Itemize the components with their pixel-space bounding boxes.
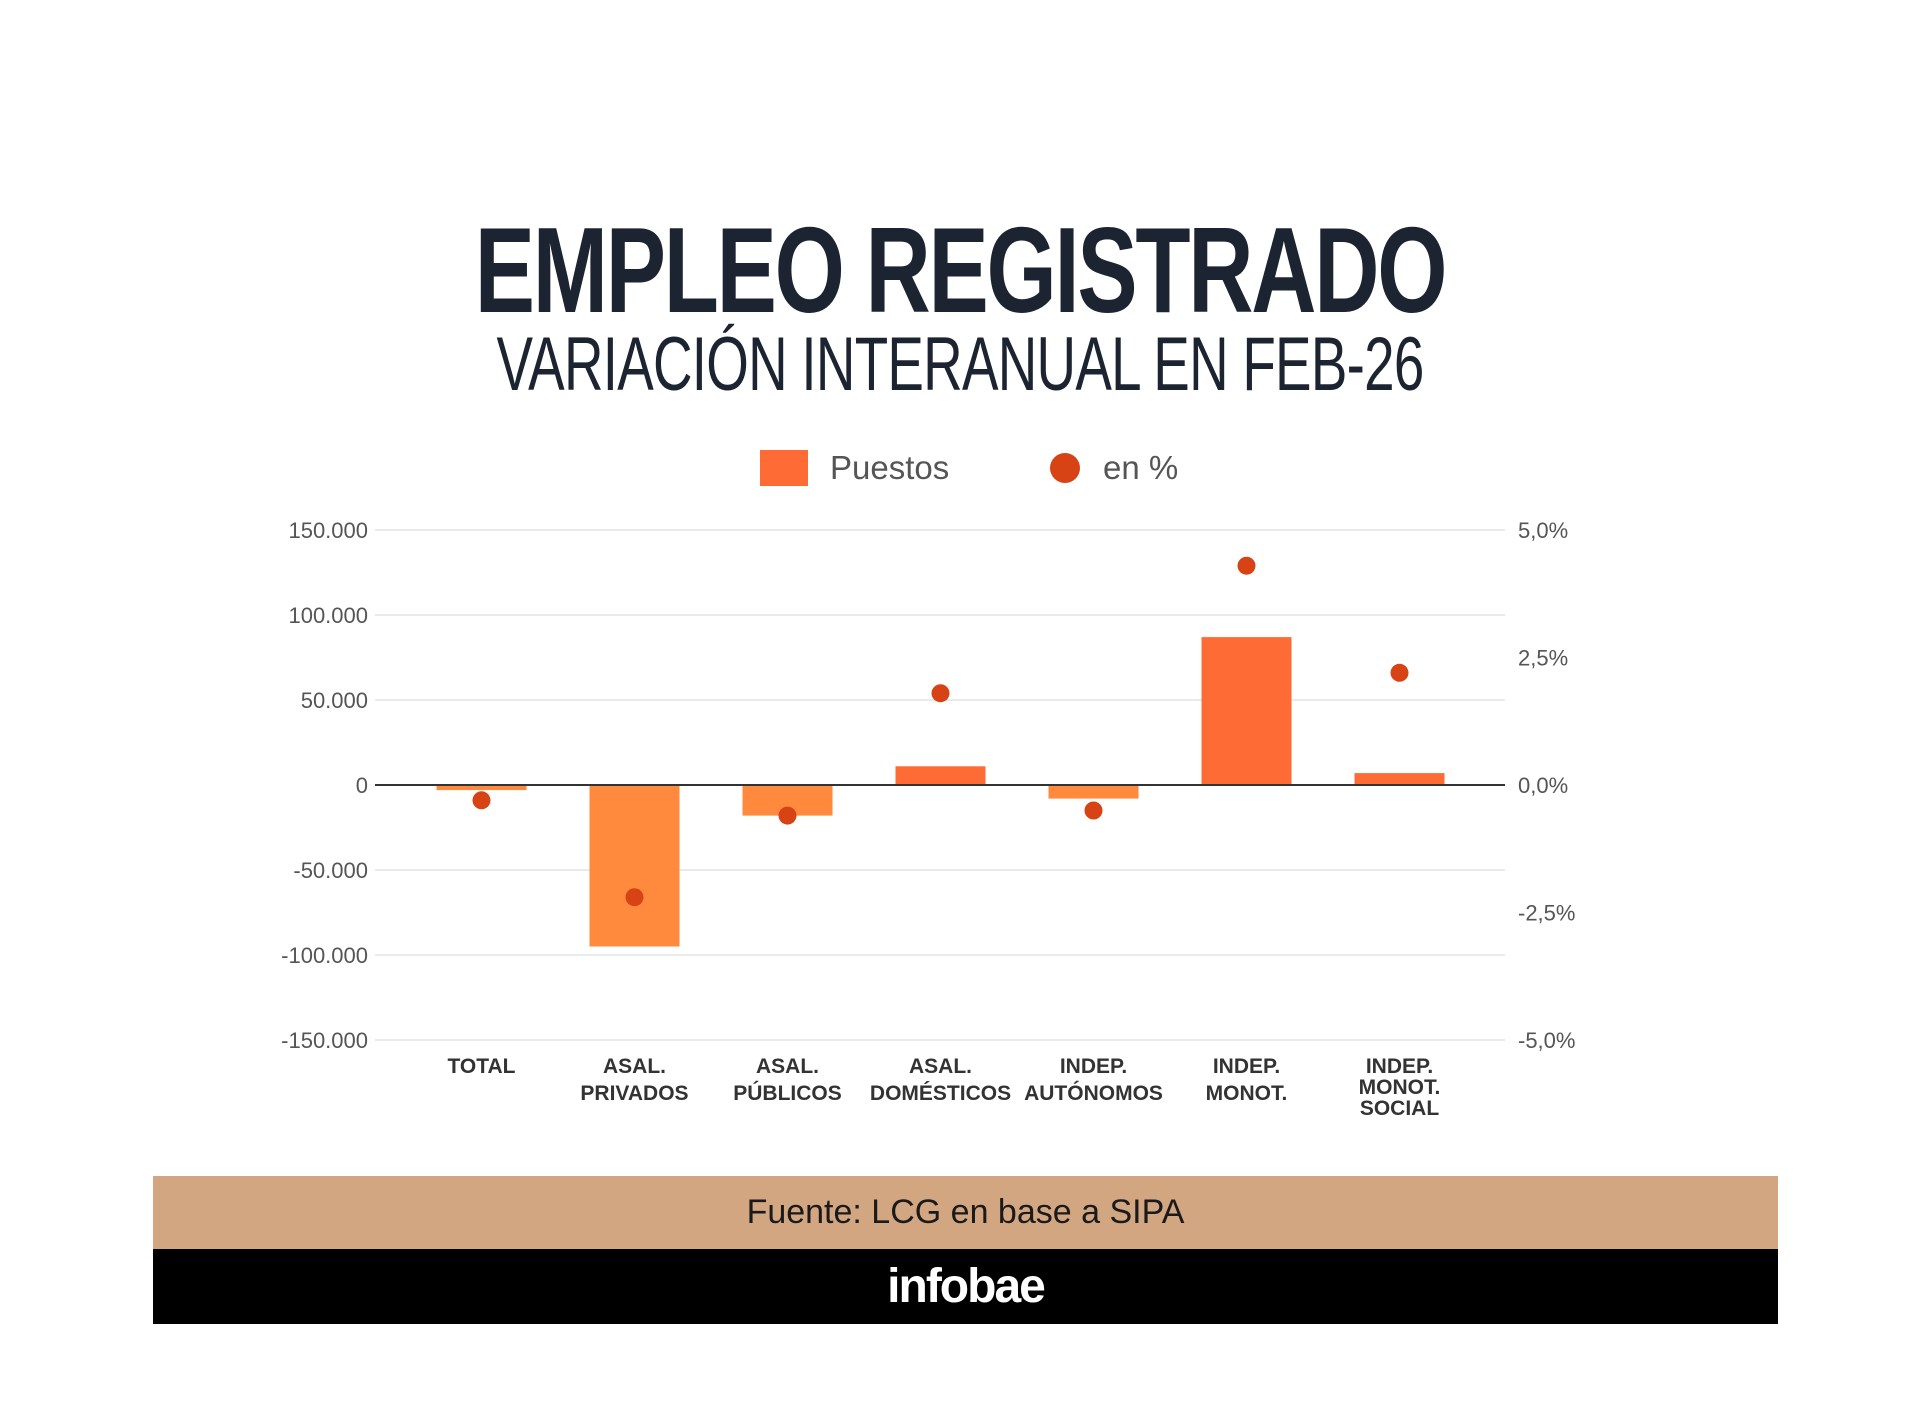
right-tick-label: -5,0%	[1518, 1028, 1575, 1053]
dot-point	[625, 888, 644, 907]
left-tick-label: 50.000	[301, 688, 368, 713]
category-label: SOCIAL	[1360, 1097, 1440, 1120]
category-label: PRIVADOS	[580, 1082, 688, 1105]
right-tick-label: -2,5%	[1518, 901, 1575, 926]
bar	[436, 785, 527, 791]
category-axis: TOTAL ASAL. PRIVADOS ASAL. PÚBLICOS ASAL. DOMÉ…	[447, 1055, 1440, 1120]
dot-point	[931, 684, 950, 703]
left-tick-label: -50.000	[293, 858, 368, 883]
category-label: MONOT.	[1206, 1082, 1288, 1105]
dot-point	[778, 806, 797, 825]
chart-subtitle: VARIACIÓN INTERANUAL EN FEB-26	[496, 322, 1424, 407]
right-tick-label: 5,0%	[1518, 518, 1568, 543]
category-label: DOMÉSTICOS	[870, 1082, 1011, 1105]
category-label: AUTÓNOMOS	[1024, 1081, 1163, 1105]
bar	[1201, 637, 1292, 785]
dot-point	[1237, 556, 1256, 575]
legend-swatch-puestos	[760, 450, 808, 486]
category-label: INDEP.	[1060, 1055, 1127, 1078]
bar	[1354, 773, 1445, 785]
chart: Puestos en % 150.000 100.000 50.000 0 -50.000…	[281, 449, 1575, 1120]
dot-point	[1390, 663, 1409, 682]
right-axis: 5,0% 2,5% 0,0% -2,5% -5,0%	[1518, 518, 1575, 1053]
left-tick-label: 100.000	[288, 603, 368, 628]
category-label: TOTAL	[447, 1055, 515, 1078]
category-label: PÚBLICOS	[733, 1081, 842, 1105]
legend-label-puestos: Puestos	[830, 449, 949, 486]
right-tick-label: 2,5%	[1518, 646, 1568, 671]
legend-label-percent: en %	[1103, 449, 1178, 486]
right-tick-label: 0,0%	[1518, 773, 1568, 798]
left-tick-label: -100.000	[281, 943, 368, 968]
left-tick-label: 0	[356, 773, 368, 798]
dot-series	[472, 556, 1409, 907]
brand-bar: infobae	[153, 1249, 1778, 1324]
dot-point	[1084, 801, 1103, 820]
category-label: INDEP.	[1366, 1055, 1433, 1078]
bar	[589, 785, 680, 947]
chart-title: EMPLEO REGISTRADO	[474, 202, 1448, 338]
left-tick-label: 150.000	[288, 518, 368, 543]
category-label: ASAL.	[909, 1055, 972, 1078]
bar	[1048, 785, 1139, 799]
legend-swatch-percent	[1050, 453, 1080, 483]
category-label: INDEP.	[1213, 1055, 1280, 1078]
category-label: ASAL.	[603, 1055, 666, 1078]
category-label: MONOT.	[1359, 1076, 1441, 1099]
infobae-logo: infobae	[887, 1260, 1046, 1313]
dot-point	[472, 791, 491, 810]
left-tick-label: -150.000	[281, 1028, 368, 1053]
bar	[895, 766, 986, 785]
source-note: Fuente: LCG en base a SIPA	[153, 1176, 1778, 1249]
left-axis: 150.000 100.000 50.000 0 -50.000 -100.000 -150…	[281, 518, 368, 1053]
legend: Puestos en %	[760, 449, 1178, 486]
category-label: ASAL.	[756, 1055, 819, 1078]
bar-series	[436, 637, 1445, 947]
